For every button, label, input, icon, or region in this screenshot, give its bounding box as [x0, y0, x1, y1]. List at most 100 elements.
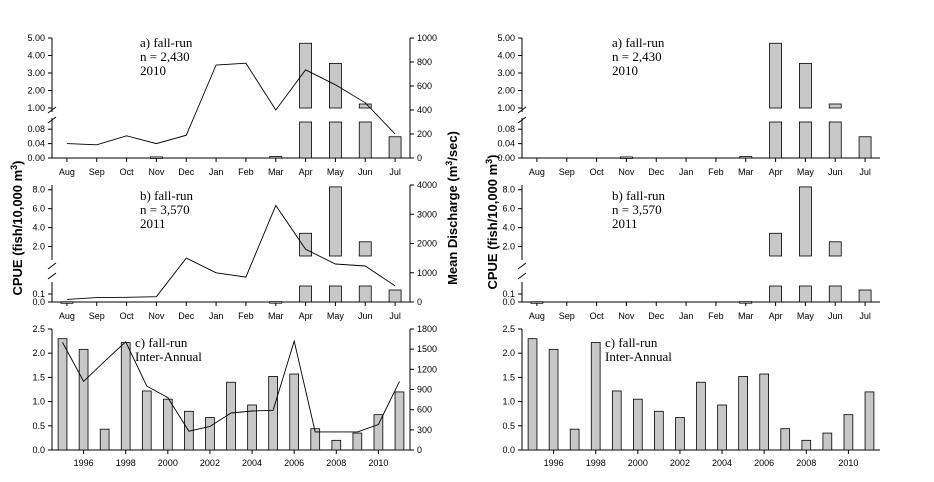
chart-b-right: 0.00.1 2.0 4.0 6.0 8.0 Aug Sep Oct Nov Dec Jan Feb M…: [502, 185, 880, 321]
y-tick-label: 4.0: [32, 223, 45, 233]
panel-annotation: n = 2,430: [140, 49, 190, 64]
x-tick-label: Dec: [648, 311, 665, 321]
x-tick-label: Oct: [120, 167, 135, 177]
x-tick-label: Mar: [738, 311, 754, 321]
x-tick-label: 2004: [712, 458, 732, 468]
axis-break-mark: [47, 262, 57, 270]
x-tick-label: Sep: [89, 311, 105, 321]
bar: [299, 42, 312, 109]
discharge-line: [62, 339, 400, 433]
bar: [717, 404, 727, 451]
right-y-tick-label: 0: [417, 153, 422, 163]
x-tick-label: Nov: [618, 311, 635, 321]
bar: [120, 342, 131, 451]
x-tick-label: Jan: [209, 167, 224, 177]
bar-lower: [329, 285, 342, 303]
y-tick-label: 2.00: [27, 86, 45, 96]
x-tick-label: Jan: [209, 311, 224, 321]
bar-lower: [799, 121, 812, 159]
panel-annotation: 2010: [140, 63, 166, 78]
bar: [858, 289, 872, 303]
x-tick-label: Apr: [769, 167, 783, 177]
bar: [289, 373, 299, 451]
bar: [780, 428, 791, 451]
bar-lower: [329, 121, 342, 159]
right-y-tick-label: 1000: [417, 268, 437, 278]
bar: [822, 432, 833, 451]
left-y-axis-label-main: CPUE (fish/10,000 m: [10, 170, 25, 296]
x-tick-label: Jun: [358, 311, 373, 321]
y-tick-label: 0.5: [32, 421, 45, 431]
bar: [769, 42, 782, 109]
bar: [268, 376, 278, 451]
x-tick-label: Jul: [859, 311, 871, 321]
x-tick-label: 2002: [670, 458, 690, 468]
x-tick-label: Apr: [299, 311, 313, 321]
axis-break-mark: [517, 272, 527, 280]
right-panel-y-axis-label: CPUE (fish/10,000 m3): [484, 154, 500, 289]
panel-annotation: c) fall-run: [135, 335, 188, 350]
panel-annotation: a) fall-run: [612, 35, 665, 50]
bar: [99, 428, 110, 451]
x-tick-label: Apr: [769, 311, 783, 321]
x-tick-label: Feb: [238, 311, 254, 321]
axis-break-mark: [47, 116, 57, 124]
panel-annotation: a) fall-run: [140, 35, 193, 50]
chart-a-left: 0.00 0.04 0.08 1.00 2.00 3.00 4.00 5.00 Aug Sep Oc…: [27, 33, 437, 177]
y-tick-label: 2.0: [502, 242, 515, 252]
right-y-tick-label: 900: [417, 385, 432, 395]
right-y-tick-label: 2000: [417, 239, 437, 249]
y-tick-label: 3.00: [27, 68, 45, 78]
x-tick-label: Feb: [708, 167, 724, 177]
panel-annotation: 2011: [612, 216, 638, 231]
right-y-tick-label: 1200: [417, 364, 437, 374]
bar: [654, 410, 664, 451]
x-tick-label: Sep: [559, 167, 575, 177]
right-y-tick-label: 0: [417, 445, 422, 455]
bar: [163, 398, 173, 451]
x-tick-label: Aug: [529, 167, 545, 177]
bar: [247, 404, 257, 451]
bar: [738, 376, 748, 451]
x-tick-label: Oct: [590, 167, 605, 177]
x-tick-label: Dec: [648, 167, 665, 177]
y-tick-label: 4.00: [27, 51, 45, 61]
right-y-axis-label-tail: /sec): [445, 131, 460, 161]
y-tick-label: 0.0: [502, 445, 515, 455]
right-y-tick-label: 200: [417, 129, 432, 139]
panel-annotation: n = 3,570: [612, 202, 662, 217]
x-tick-label: 2008: [326, 458, 346, 468]
bar: [57, 338, 68, 451]
y-tick-label: 6.0: [32, 204, 45, 214]
x-tick-label: Jul: [389, 167, 401, 177]
chart-c-left: 0.0 0.5 1.0 1.5 2.0 2.5 1996 1998 2000 2002 2004 20…: [32, 324, 437, 468]
bar: [150, 156, 163, 159]
bar: [759, 373, 769, 451]
right-y-tick-label: 300: [417, 425, 432, 435]
bar: [633, 398, 643, 451]
y-tick-label: 6.0: [502, 204, 515, 214]
right-y-tick-label: 0: [417, 297, 422, 307]
right-y-tick-label: 800: [417, 57, 432, 67]
y-tick-label: 1.00: [497, 103, 515, 113]
x-tick-label: Aug: [59, 311, 75, 321]
bar: [329, 186, 342, 257]
x-tick-label: Jan: [679, 167, 694, 177]
bar: [590, 342, 601, 451]
right-y-tick-label: 3000: [417, 209, 437, 219]
axis-break-mark: [517, 116, 527, 124]
bar: [269, 156, 283, 159]
bar-lower: [769, 285, 782, 303]
panel-annotation: b) fall-run: [612, 188, 666, 203]
y-tick-label: 1.00: [27, 103, 45, 113]
axis-break-mark: [517, 106, 527, 114]
y-tick-label: 8.0: [32, 185, 45, 195]
bar-lower: [769, 121, 782, 159]
right-y-tick-label: 1000: [417, 33, 437, 43]
bar: [828, 103, 842, 109]
x-tick-label: Dec: [178, 311, 195, 321]
y-tick-label: 0.5: [502, 421, 515, 431]
x-tick-label: Jun: [828, 311, 843, 321]
bar-lower: [828, 121, 842, 159]
